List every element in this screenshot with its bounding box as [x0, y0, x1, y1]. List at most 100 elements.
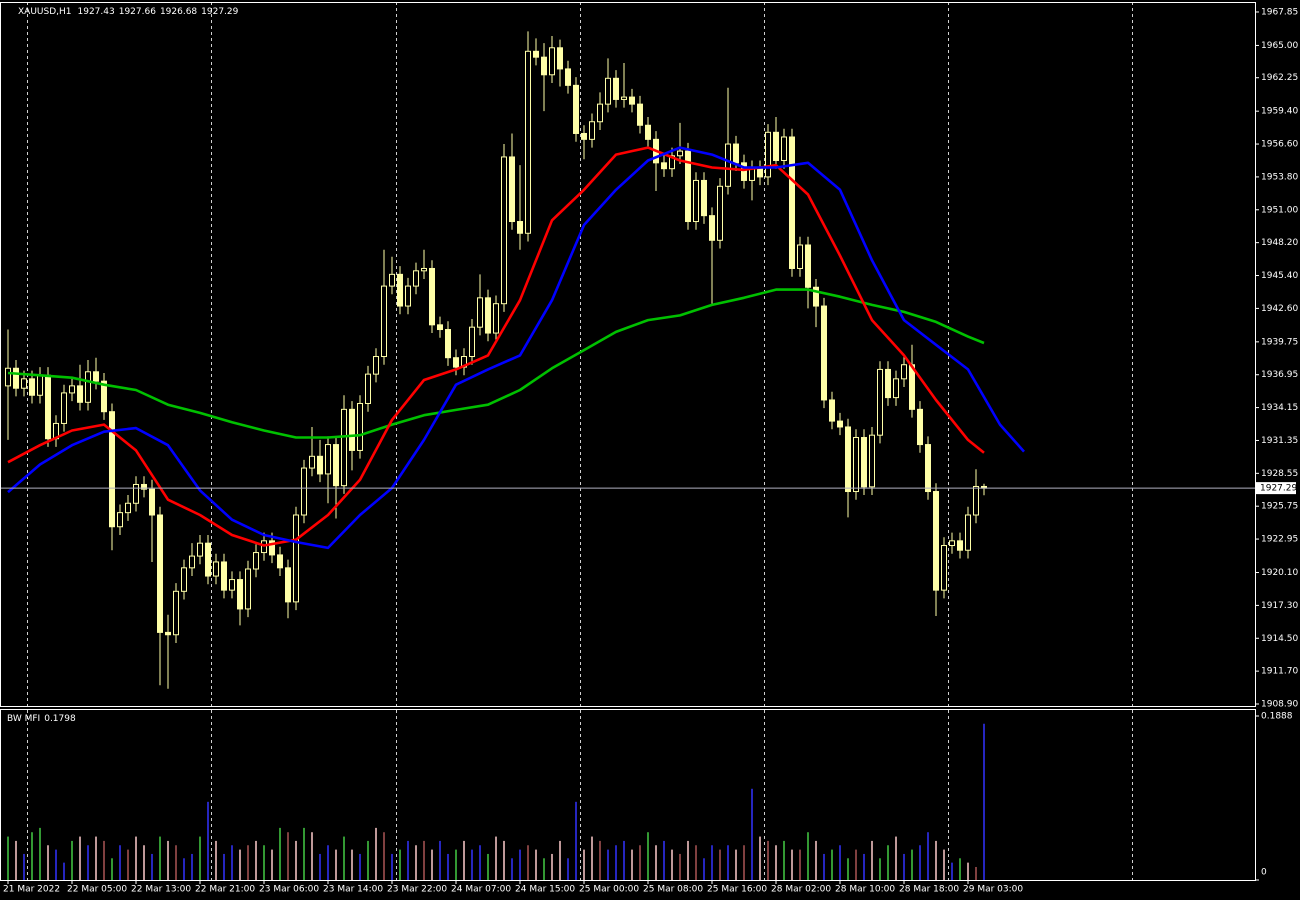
y-tick-label: 1967.85 — [1261, 7, 1298, 17]
candle-body — [349, 408, 355, 451]
candle-body — [269, 540, 275, 556]
candle-body — [629, 96, 635, 105]
candle-body — [293, 514, 299, 603]
candle-body — [381, 285, 387, 358]
y-tick-label: 1925.75 — [1261, 502, 1298, 512]
candle-body — [725, 143, 731, 187]
candle-body — [925, 444, 931, 493]
x-tick-label: 25 Mar 00:00 — [579, 885, 639, 895]
candle-body — [253, 552, 259, 570]
candle-body — [205, 542, 211, 577]
candle-body — [813, 286, 819, 307]
header-close: 1927.29 — [201, 7, 238, 17]
candle-body — [781, 136, 787, 161]
candle-body — [405, 285, 411, 307]
candle-body — [845, 426, 851, 493]
x-tick-label: 24 Mar 07:00 — [451, 885, 511, 895]
indicator-value: 0.1798 — [44, 714, 76, 724]
candle-body — [509, 156, 515, 223]
candle-body — [45, 374, 51, 440]
candle-body — [189, 555, 195, 569]
candle-body — [549, 47, 555, 76]
x-tick-label: 22 Mar 05:00 — [67, 885, 127, 895]
candle-body — [669, 155, 675, 170]
candle-body — [117, 512, 123, 528]
candle-body — [837, 420, 843, 428]
y-tick-label: 0 — [1261, 868, 1267, 878]
y-tick-label: 1931.35 — [1261, 436, 1298, 446]
candle-body — [501, 156, 507, 305]
candle-body — [965, 514, 971, 551]
candle-body — [517, 221, 523, 234]
plot-layer: 1967.85 1965.00 1962.25 1959.40 1956.60 1953.… — [0, 7, 1298, 895]
y-tick-label: 1956.60 — [1261, 140, 1298, 150]
candle-body — [5, 367, 11, 387]
candle-body — [661, 162, 667, 170]
candle-body — [557, 47, 563, 70]
y-tick-label: 1920.10 — [1261, 568, 1298, 578]
header-open: 1927.43 — [78, 7, 115, 17]
candle-body — [413, 270, 419, 287]
candle-body — [597, 103, 603, 123]
candle-body — [37, 374, 43, 396]
header-high: 1927.66 — [119, 7, 156, 17]
y-tick-label: 1914.50 — [1261, 634, 1298, 644]
y-tick-label: 1936.95 — [1261, 370, 1298, 380]
x-tick-label: 29 Mar 03:00 — [963, 885, 1023, 895]
y-tick-label: 1945.40 — [1261, 271, 1298, 281]
y-tick-label: 1934.15 — [1261, 403, 1298, 413]
candle-body — [573, 84, 579, 134]
y-tick-label: 1939.75 — [1261, 337, 1298, 347]
candle-body — [69, 385, 75, 394]
x-tick-label: 23 Mar 06:00 — [259, 885, 319, 895]
x-tick-label: 28 Mar 02:00 — [771, 885, 831, 895]
x-tick-label: 23 Mar 14:00 — [323, 885, 383, 895]
candle-body — [325, 444, 331, 475]
candle-body — [357, 402, 363, 451]
candle-body — [685, 150, 691, 223]
candle-body — [589, 121, 595, 140]
candle-body — [389, 273, 395, 287]
candle-body — [109, 411, 115, 528]
candle-body — [901, 364, 907, 380]
candle-body — [877, 368, 883, 436]
candle-body — [789, 136, 795, 269]
candle-body — [77, 385, 83, 403]
candle-body — [421, 267, 427, 272]
y-tick-label: 1917.30 — [1261, 601, 1298, 611]
candle-body — [893, 378, 899, 399]
y-tick-label: 1959.40 — [1261, 107, 1298, 117]
candle-body — [301, 467, 307, 516]
candle-body — [765, 131, 771, 178]
candle-body — [469, 326, 475, 358]
candle-body — [773, 131, 779, 161]
candle-body — [149, 488, 155, 516]
candle-body — [917, 408, 923, 446]
candle-body — [701, 179, 707, 217]
candle-body — [565, 68, 571, 86]
x-tick-label: 21 Mar 2022 — [3, 885, 60, 895]
candle-body — [453, 357, 459, 368]
candle-body — [157, 514, 163, 633]
candle-body — [93, 371, 99, 382]
candle-body — [229, 579, 235, 591]
candle-body — [749, 168, 755, 181]
candle-body — [821, 305, 827, 401]
candle-body — [21, 378, 27, 389]
y-tick-label: 0.1888 — [1261, 711, 1293, 721]
candle-body — [445, 329, 451, 359]
header-low: 1926.68 — [160, 7, 197, 17]
candle-body — [365, 373, 371, 404]
candle-body — [141, 483, 147, 490]
x-tick-label: 28 Mar 10:00 — [835, 885, 895, 895]
candle-body — [277, 554, 283, 569]
indicator-header: BW MFI 0.1798 — [7, 714, 76, 724]
candle-body — [397, 273, 403, 307]
candle-body — [493, 303, 499, 334]
candle-body — [861, 437, 867, 488]
candle-body — [477, 297, 483, 328]
candle-body — [181, 567, 187, 592]
